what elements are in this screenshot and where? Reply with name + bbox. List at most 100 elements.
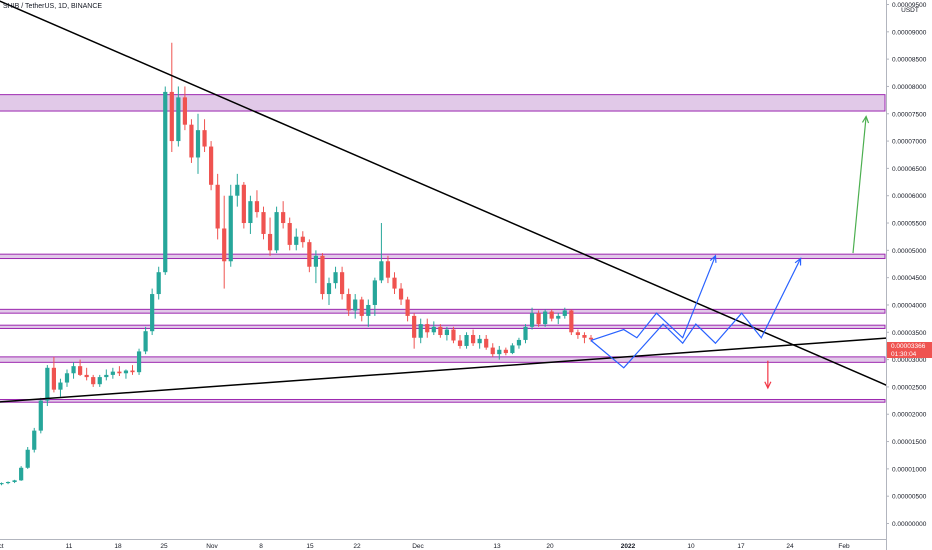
x-tick-label: 22 xyxy=(353,543,361,550)
candle-body xyxy=(45,367,50,401)
candle-body xyxy=(562,310,567,316)
y-tick-label: 0.00000500 xyxy=(892,494,927,501)
candle-body xyxy=(51,367,56,390)
x-tick-label: 2022 xyxy=(621,543,636,550)
x-tick-label: 15 xyxy=(306,543,314,550)
downtrend-trendline xyxy=(0,0,886,386)
candle-body xyxy=(516,339,522,346)
x-tick-label: Dec xyxy=(412,543,424,550)
candle-body xyxy=(228,195,233,262)
candle-body xyxy=(313,255,318,267)
price-countdown: 01:30:04 xyxy=(891,351,917,358)
candle-body xyxy=(123,370,129,374)
sr-zone xyxy=(0,308,886,314)
candle-body xyxy=(71,366,76,374)
candle-body xyxy=(366,304,371,316)
candle-body xyxy=(32,430,37,450)
plot-area xyxy=(0,0,886,486)
candle-body xyxy=(143,331,148,352)
y-tick-label: 0.00002000 xyxy=(892,412,927,419)
candle-body xyxy=(451,329,456,341)
candle-body xyxy=(254,201,260,213)
x-tick-label: 10 xyxy=(687,543,695,550)
candle-body xyxy=(189,124,194,158)
x-tick-label: 17 xyxy=(737,543,745,550)
y-tick-label: 0.00004000 xyxy=(892,302,927,309)
candle-body xyxy=(287,223,292,245)
candle-body xyxy=(379,261,384,281)
candle-body xyxy=(575,332,580,336)
candle-body xyxy=(503,349,508,354)
candle-body xyxy=(0,483,4,485)
candle-body xyxy=(569,310,574,333)
candle-body xyxy=(510,345,515,354)
candle-body xyxy=(582,335,587,338)
candle-body xyxy=(222,228,227,262)
x-tick-label: Nov xyxy=(206,543,218,550)
candle-body xyxy=(169,91,174,142)
candle-body xyxy=(150,294,155,332)
candle-body xyxy=(340,272,345,295)
candle-body xyxy=(130,370,135,373)
candle-body xyxy=(588,337,594,340)
y-tick-label: 0.00006500 xyxy=(892,166,927,173)
y-tick-label: 0.00001000 xyxy=(892,466,927,473)
candle-body xyxy=(359,299,364,316)
x-tick-label: 25 xyxy=(160,543,168,550)
y-tick-label: 0.00007500 xyxy=(892,111,927,118)
candle-body xyxy=(163,91,168,273)
candle-body xyxy=(444,329,449,336)
candle-body xyxy=(294,236,299,245)
candle-body xyxy=(281,212,286,224)
candle-body xyxy=(12,480,17,482)
x-tick-label: ct xyxy=(0,543,4,550)
candle-body xyxy=(536,313,541,325)
candle-body xyxy=(104,374,109,378)
y-tick-label: 0.00005000 xyxy=(892,248,927,255)
candle-body xyxy=(497,349,502,355)
candle-body xyxy=(346,294,351,311)
candle-body xyxy=(25,449,30,468)
x-tick-label: 24 xyxy=(786,543,794,550)
x-tick-label: 20 xyxy=(546,543,554,550)
x-tick-label: 11 xyxy=(66,543,73,550)
candle-body xyxy=(209,146,214,185)
candle-body xyxy=(333,272,338,284)
candle-body xyxy=(307,242,312,267)
candle-body xyxy=(78,366,83,375)
candle-body xyxy=(235,184,240,196)
candle-body xyxy=(549,311,554,319)
candle-body xyxy=(274,212,279,251)
candle-body xyxy=(195,130,201,158)
candle-body xyxy=(91,377,96,385)
candle-body xyxy=(398,288,404,300)
candle-body xyxy=(477,338,482,344)
candle-body xyxy=(58,382,63,390)
y-tick-label: 0.00005500 xyxy=(892,221,927,228)
uptrend-trendline xyxy=(0,337,886,403)
candle-body xyxy=(215,184,220,229)
candle-body xyxy=(353,299,358,311)
candle-body xyxy=(457,340,463,346)
candle-body xyxy=(267,233,273,251)
x-tick-label: 13 xyxy=(493,543,501,550)
candle-body xyxy=(471,335,476,344)
candle-body xyxy=(38,400,43,431)
candle-body xyxy=(543,311,548,325)
sr-zone xyxy=(0,253,886,260)
candle-body xyxy=(261,212,266,234)
y-tick-label: 0.00007000 xyxy=(892,139,927,146)
candle-body xyxy=(117,371,122,374)
y-tick-label: 0.00004500 xyxy=(892,275,927,282)
y-tick-label: 0.00001500 xyxy=(892,439,927,446)
candle-body xyxy=(5,481,11,484)
sr-zone xyxy=(0,398,886,403)
candle-body xyxy=(176,97,181,142)
candle-body xyxy=(385,261,391,278)
candle-body xyxy=(529,313,535,327)
projection-arrowhead xyxy=(794,257,802,266)
y-tick-label: 0.00008500 xyxy=(892,57,927,64)
candle-body xyxy=(19,467,24,481)
candle-body xyxy=(300,236,305,243)
